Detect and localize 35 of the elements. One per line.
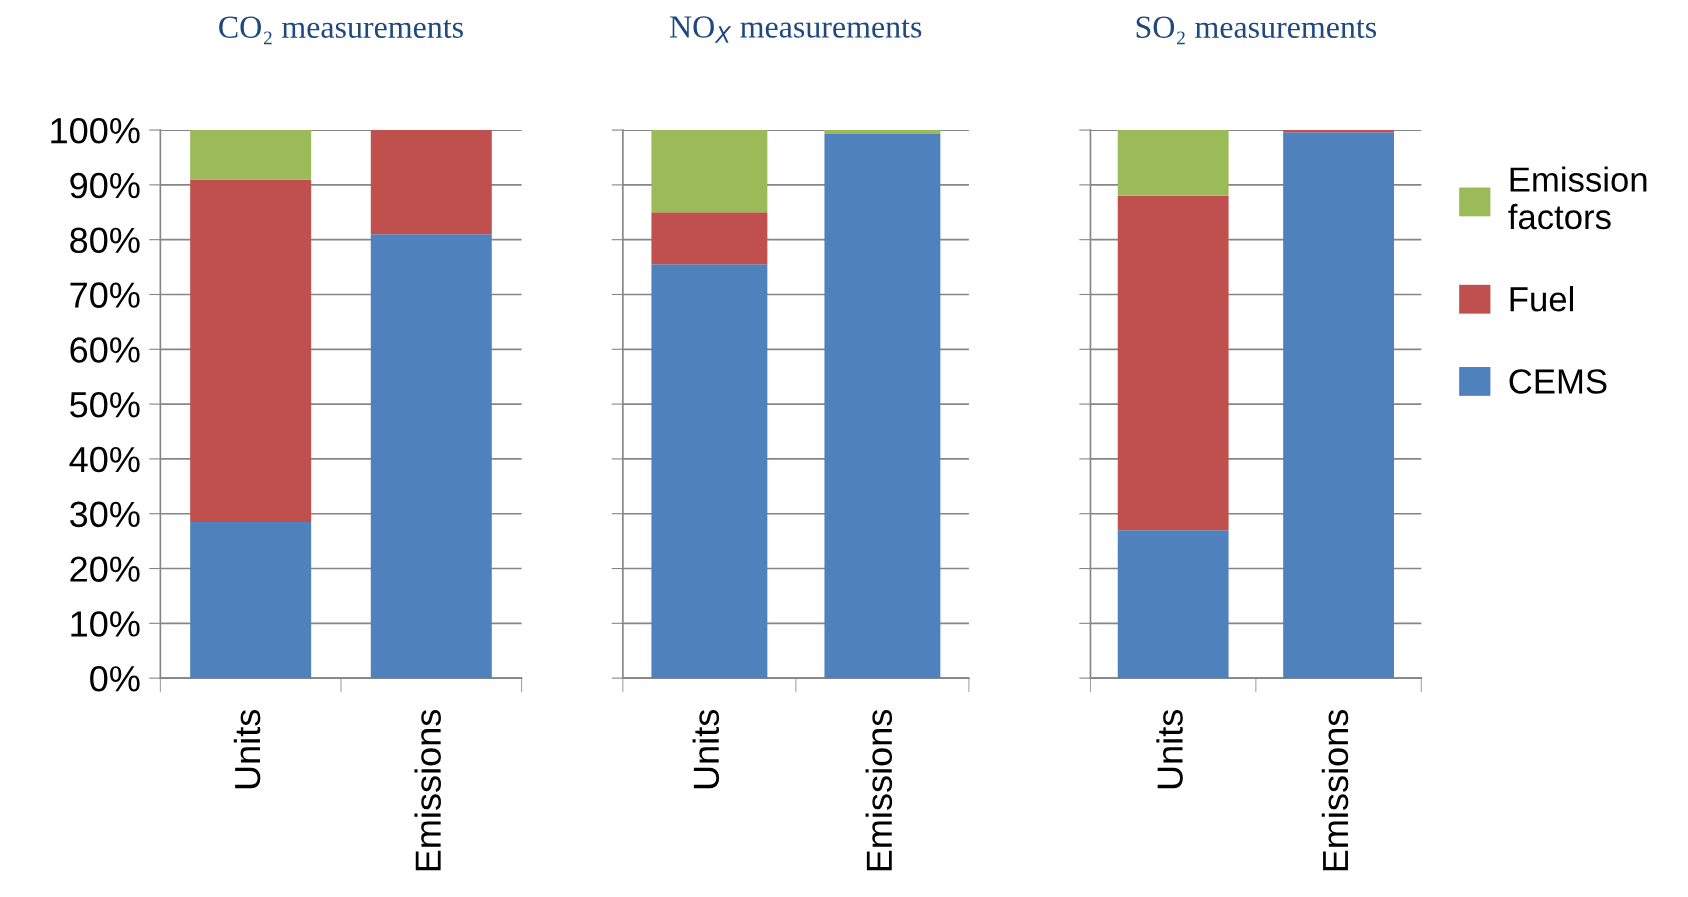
bar xyxy=(1283,130,1394,133)
bar xyxy=(1117,195,1229,531)
y-tick-label: 100% xyxy=(51,117,140,144)
chart-title: CO₂ measurements xyxy=(219,16,463,45)
y-tick-label: 50% xyxy=(70,391,140,418)
bar xyxy=(651,130,768,213)
legend-label: CEMS xyxy=(1509,369,1607,394)
x-tick-label: Units xyxy=(692,709,720,789)
bar xyxy=(651,264,768,679)
y-tick-label: 20% xyxy=(70,556,140,582)
x-tick-label: Emissions xyxy=(414,709,441,871)
chart-title: NO$_{X}$ measurements xyxy=(669,16,922,43)
x-tick-label: Emissions xyxy=(1321,709,1349,871)
y-tick-label: 80% xyxy=(70,227,140,254)
x-tick-label: Units xyxy=(233,709,261,789)
bar xyxy=(1117,530,1229,679)
bar xyxy=(651,212,768,265)
bar xyxy=(190,130,312,180)
bar xyxy=(190,521,312,679)
y-tick-label: 70% xyxy=(70,282,140,308)
bar xyxy=(190,179,312,522)
x-tick-label: Emissions xyxy=(865,709,893,871)
y-tick-label: 60% xyxy=(70,337,140,363)
y-tick-label: 30% xyxy=(70,501,140,528)
y-tick-label: 0% xyxy=(90,666,140,692)
legend-label: Fuel xyxy=(1510,286,1573,312)
legend-label: Emission factors xyxy=(1508,166,1647,230)
y-tick-label: 40% xyxy=(69,446,140,473)
bar xyxy=(1117,130,1229,196)
bar xyxy=(370,130,492,235)
bar xyxy=(824,130,941,134)
y-tick-label: 90% xyxy=(70,172,140,199)
chart-title: SO₂ measurements xyxy=(1136,16,1377,45)
x-tick-label: Units xyxy=(1156,709,1183,789)
y-tick-label: 10% xyxy=(71,611,140,637)
